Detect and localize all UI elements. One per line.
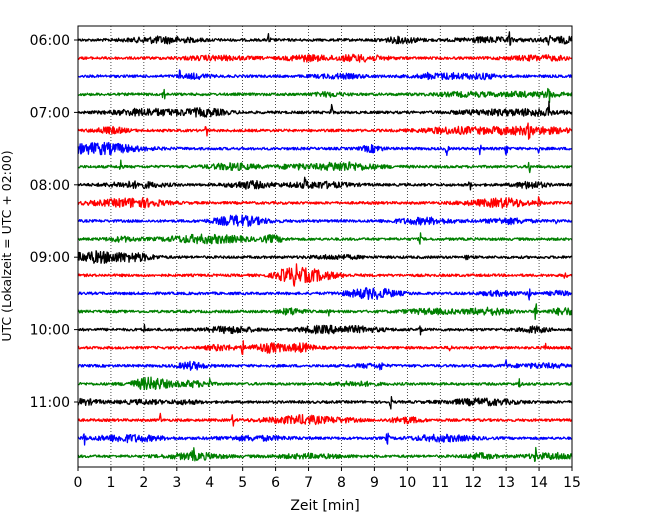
x-tick-label: 2: [139, 475, 148, 491]
y-tick-label: 10:00: [30, 323, 70, 339]
seismogram-trace-0930: [77, 287, 573, 301]
x-axis-label: Zeit [min]: [290, 498, 359, 514]
seismogram-trace-1145: [77, 446, 573, 462]
y-tick-label: 07:00: [30, 105, 70, 121]
seismogram-trace-0900: [77, 250, 573, 264]
seismogram-trace-0800: [77, 176, 573, 191]
seismogram-trace-1130: [77, 432, 573, 446]
y-tick-label: 11:00: [30, 395, 70, 411]
x-tick-label: 1: [106, 475, 115, 491]
seismogram-trace-0730: [77, 141, 573, 157]
y-tick-label: 09:00: [30, 250, 70, 266]
x-tick-label: 15: [563, 475, 581, 491]
seismogram-trace-0700: [77, 100, 573, 118]
x-axis-ticks: 0 1 2 3 4 5 6 7 8 9 10 11 12 13 14 15: [74, 467, 581, 491]
seismogram-trace-1000: [77, 323, 573, 336]
seismogram-trace-0630: [77, 69, 573, 81]
y-axis-label: UTC (Lokalzeit = UTC + 02:00): [0, 150, 14, 341]
seismogram-trace-0945: [77, 303, 573, 320]
x-tick-label: 14: [530, 475, 548, 491]
x-tick-label: 6: [271, 475, 280, 491]
seismogram-trace-1030: [77, 359, 573, 371]
seismogram-trace-0845: [77, 232, 573, 245]
seismogram-trace-0715: [77, 122, 573, 140]
seismogram-traces: [77, 31, 573, 462]
x-tick-label: 9: [370, 475, 379, 491]
seismogram-trace-0745: [77, 159, 573, 174]
x-tick-label: 5: [238, 475, 247, 491]
x-tick-label: 3: [172, 475, 181, 491]
seismogram-trace-1045: [77, 376, 573, 391]
x-tick-label: 4: [205, 475, 214, 491]
seismogram-trace-0830: [77, 214, 573, 227]
seismogram-trace-0645: [77, 87, 573, 104]
seismogram-trace-0815: [77, 196, 573, 209]
y-tick-label: 08:00: [30, 178, 70, 194]
x-tick-label: 12: [464, 475, 482, 491]
x-tick-label: 11: [431, 475, 449, 491]
seismogram-trace-1115: [77, 412, 573, 427]
plot-frame: [77, 25, 573, 468]
x-tick-label: 0: [74, 475, 83, 491]
y-axis-ticks: 06:00 07:00 08:00 09:00 10:00 11:00: [30, 33, 78, 411]
x-tick-label: 8: [337, 475, 346, 491]
x-tick-label: 7: [304, 475, 313, 491]
seismogram-trace-1015: [77, 340, 573, 356]
x-tick-label: 13: [497, 475, 515, 491]
x-tick-label: 10: [398, 475, 416, 491]
seismogram-trace-0600: [77, 31, 573, 46]
seismogram-trace-0915: [77, 263, 573, 287]
seismogram-trace-0615: [77, 53, 573, 63]
seismogram-trace-1100: [77, 396, 573, 410]
y-tick-label: 06:00: [30, 33, 70, 49]
